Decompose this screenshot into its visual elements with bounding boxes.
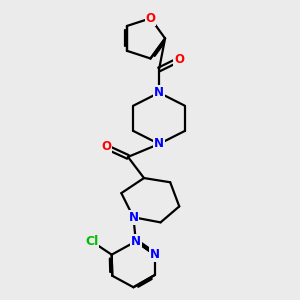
Text: N: N <box>149 248 160 261</box>
Text: N: N <box>154 137 164 151</box>
Text: N: N <box>128 211 138 224</box>
Text: N: N <box>131 235 141 248</box>
Text: O: O <box>146 12 155 25</box>
Text: Cl: Cl <box>85 235 98 248</box>
Text: O: O <box>101 140 111 154</box>
Text: N: N <box>154 86 164 99</box>
Text: O: O <box>174 53 184 66</box>
